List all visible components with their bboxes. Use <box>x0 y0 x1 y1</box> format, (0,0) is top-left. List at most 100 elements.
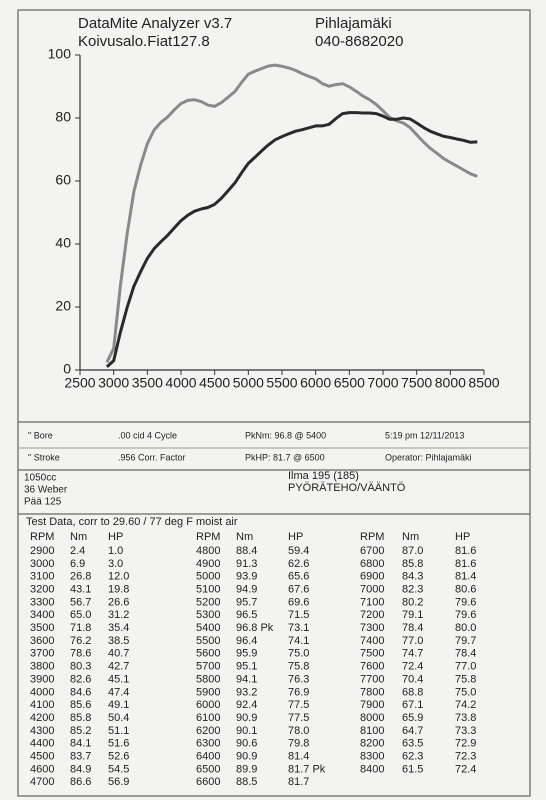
x-tick-label: 4500 <box>199 375 230 391</box>
info-field: 5:19 pm 12/11/2013 <box>385 430 464 440</box>
info-field: PkHP: 81.7 @ 6500 <box>245 452 325 462</box>
y-tick-label: 80 <box>55 109 71 125</box>
table-cell: 8300 <box>360 751 384 763</box>
table-cell: 78.4 <box>455 648 476 660</box>
table-cell: 74.1 <box>288 635 309 647</box>
table-cell: 4500 <box>30 751 54 763</box>
x-tick-label: 6500 <box>334 375 365 391</box>
table-cell: 12.0 <box>108 571 129 583</box>
table-cell: 6.9 <box>70 558 85 570</box>
table-cell: 78.0 <box>288 725 309 737</box>
table-cell: 78.4 <box>402 622 423 634</box>
table-cell: 72.3 <box>455 751 476 763</box>
info-field: .00 cid 4 Cycle <box>118 430 177 440</box>
table-cell: 5600 <box>196 648 220 660</box>
table-cell: 85.2 <box>70 725 91 737</box>
x-tick-label: 8000 <box>435 375 466 391</box>
column-header: RPM <box>360 531 384 543</box>
y-tick-label: 20 <box>55 298 71 314</box>
table-cell: 3000 <box>30 558 54 570</box>
table-cell: 50.4 <box>108 712 129 724</box>
note: 1050cc <box>24 473 56 484</box>
table-cell: 31.2 <box>108 609 129 621</box>
table-cell: 4200 <box>30 712 54 724</box>
table-cell: 8200 <box>360 738 384 750</box>
header-title: DataMite Analyzer v3.7 <box>78 15 232 32</box>
table-cell: 3600 <box>30 635 54 647</box>
table-cell: 1.0 <box>108 545 123 557</box>
column-header: Nm <box>402 531 419 543</box>
table-cell: 6800 <box>360 558 384 570</box>
table-cell: 73.1 <box>288 622 309 634</box>
table-cell: 7700 <box>360 673 384 685</box>
table-cell: 69.6 <box>288 596 309 608</box>
table-cell: 62.3 <box>402 751 423 763</box>
table-cell: 26.6 <box>108 596 129 608</box>
table-cell: 75.0 <box>288 648 309 660</box>
table-cell: 4700 <box>30 776 54 788</box>
table-cell: 67.1 <box>402 699 423 711</box>
table-cell: 7100 <box>360 596 384 608</box>
table-cell: 56.7 <box>70 596 91 608</box>
table-cell: 5800 <box>196 673 220 685</box>
table-cell: 82.6 <box>70 673 91 685</box>
table-cell: 81.4 <box>455 571 476 583</box>
chart: 0 20 40 60 80 100 2500 3000 3500 4000 4500 5000 5500… <box>48 46 500 391</box>
table-cell: 78.6 <box>70 648 91 660</box>
table-cell: 73.3 <box>455 725 476 737</box>
table-cell: 4300 <box>30 725 54 737</box>
table-cell: 80.6 <box>455 583 476 595</box>
table-cell: 96.4 <box>236 635 257 647</box>
table-cell: 6300 <box>196 738 220 750</box>
table-cell: 91.3 <box>236 558 257 570</box>
x-tick-label: 7000 <box>367 375 398 391</box>
table-cell: 73.8 <box>455 712 476 724</box>
table-cell: 4800 <box>196 545 220 557</box>
note: Ilma 195 (185) <box>288 470 359 482</box>
table-cell: 81.7 <box>288 776 309 788</box>
table-cell: 95.7 <box>236 596 257 608</box>
x-tick-label: 4000 <box>165 375 196 391</box>
table-cell: 88.5 <box>236 776 257 788</box>
table-cell: 26.8 <box>70 571 91 583</box>
table-cell: 64.7 <box>402 725 423 737</box>
x-tick-label: 5500 <box>266 375 297 391</box>
table-cell: 4000 <box>30 686 54 698</box>
table-cell: 8100 <box>360 725 384 737</box>
table-cell: 93.9 <box>236 571 257 583</box>
table-cell: 74.2 <box>455 699 476 711</box>
table-cell: 76.9 <box>288 686 309 698</box>
table-cell: 84.6 <box>70 686 91 698</box>
table-cell: 51.6 <box>108 738 129 750</box>
table-cell: 72.9 <box>455 738 476 750</box>
table-cell: 67.6 <box>288 583 309 595</box>
table-cell: 5700 <box>196 661 220 673</box>
table-cell: 5400 <box>196 622 220 634</box>
table-cell: 5900 <box>196 686 220 698</box>
info-box: " Bore .00 cid 4 Cycle PkNm: 96.8 @ 5400 5:… <box>24 430 472 507</box>
table-cell: 6500 <box>196 763 220 775</box>
table-cell: 65.9 <box>402 712 423 724</box>
header-phone: 040-8682020 <box>315 33 403 50</box>
table-cell: 71.8 <box>70 622 91 634</box>
table-cell: 79.6 <box>455 609 476 621</box>
table-cell: 6900 <box>360 571 384 583</box>
table-cell: 56.9 <box>108 776 129 788</box>
table-cell: 6600 <box>196 776 220 788</box>
table-cell: 81.4 <box>288 751 309 763</box>
table-cell: 84.3 <box>402 571 423 583</box>
header-vehicle: Koivusalo.Fiat127.8 <box>78 33 210 50</box>
table-cell: 49.1 <box>108 699 129 711</box>
table-cell: 80.2 <box>402 596 423 608</box>
table-cell: 19.8 <box>108 583 129 595</box>
table-cell: 79.1 <box>402 609 423 621</box>
data-table: RPM Nm HP RPM Nm HP RPM Nm HP 2900 2.4 1.0 3000 6.9 3.… <box>30 531 476 788</box>
table-cell: 7000 <box>360 583 384 595</box>
table-cell: 7300 <box>360 622 384 634</box>
table-cell: 85.8 <box>402 558 423 570</box>
table-cell: 6400 <box>196 751 220 763</box>
table-cell: 52.6 <box>108 751 129 763</box>
table-caption: Test Data, corr to 29.60 / 77 deg F mois… <box>26 516 238 528</box>
